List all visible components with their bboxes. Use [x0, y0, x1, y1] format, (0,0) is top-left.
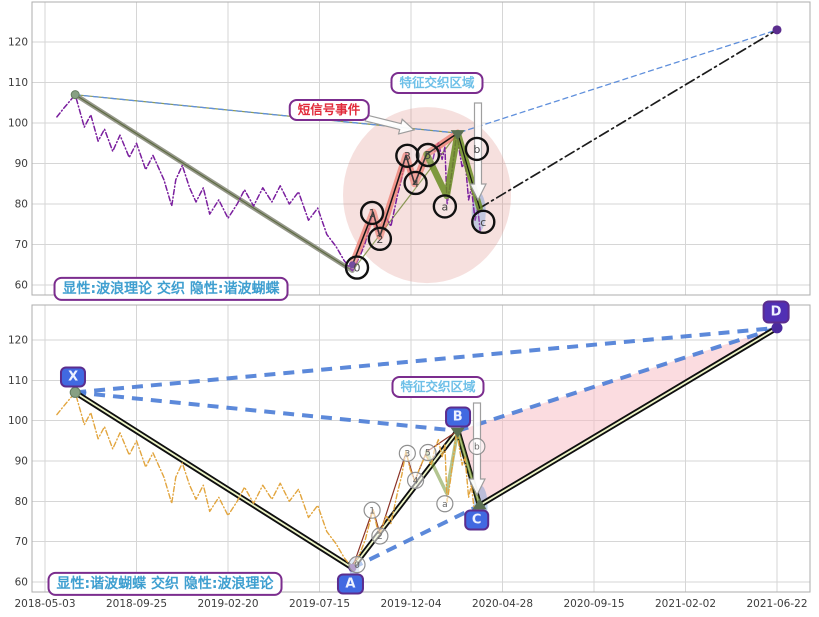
x-tick-label: 2019-12-04	[380, 598, 441, 610]
wave-label-text-top: a	[441, 200, 448, 213]
y-tick-label: 120	[8, 37, 28, 49]
wave-label-text-top: 1	[369, 207, 376, 220]
ratio-line-XD	[75, 325, 778, 395]
x-tick-label: 2020-04-28	[472, 598, 533, 610]
wave-label-circle-bottom	[398, 444, 416, 462]
feature-zone-label-bottom: 特征交织区域	[391, 375, 485, 399]
wave-label-text-top: 4	[412, 177, 419, 190]
wave-label-circle-top	[464, 136, 490, 162]
panel-border	[31, 304, 811, 593]
wave-label-circle-top	[403, 170, 428, 196]
y-tick-label: 80	[15, 496, 28, 508]
wave-label-text-bottom: 1	[369, 506, 375, 516]
wave-label-text-bottom: 0	[354, 561, 360, 571]
y-tick-label: 120	[8, 335, 28, 347]
wave-label-text-top: 5	[424, 149, 431, 162]
wave-line	[351, 132, 459, 266]
x-tick-label: 2019-07-15	[289, 598, 350, 610]
harmonic-triangle-BCD	[457, 327, 777, 506]
y-tick-label: 110	[8, 77, 28, 89]
marker-d-bottom	[771, 322, 783, 334]
wave-label-text-bottom: 5	[425, 449, 431, 459]
wave-label-text-bottom: 3	[404, 450, 410, 460]
point-tag-C: C	[463, 509, 490, 531]
wave-label-circle-top	[344, 255, 370, 280]
marker-c-bottom	[472, 498, 487, 510]
marker-x-bottom	[69, 386, 81, 398]
x-tick-label: 2021-02-02	[655, 598, 716, 610]
wave-label-text-top: 2	[376, 233, 383, 246]
marker-b-bottom	[450, 427, 465, 438]
wave-label-text-top: 0	[354, 262, 361, 275]
y-tick-label: 70	[15, 536, 28, 548]
wave-label-circle-top	[359, 200, 385, 226]
hidden-leg-AB	[351, 132, 459, 272]
signal-right-arrow	[364, 114, 416, 135]
y-tick-label: 70	[15, 239, 28, 251]
y-tick-label: 60	[15, 280, 28, 292]
x-tick-label: 2019-02-20	[197, 598, 258, 610]
wave-label-text-bottom: a	[442, 500, 448, 510]
y-tick-label: 100	[8, 415, 28, 427]
wave-label-circle-top	[415, 142, 441, 168]
price-line-bottom	[56, 391, 481, 569]
marker-d-top	[772, 25, 782, 35]
wave-label-circle-bottom	[406, 471, 425, 489]
point-tag-X: X	[60, 366, 87, 388]
wave-label-text-bottom: b	[474, 443, 480, 453]
wave-label-circle-bottom	[371, 527, 389, 545]
x-tick-label: 2020-09-15	[563, 598, 624, 610]
wave-label-circle-top	[471, 209, 496, 235]
feature-zone-label-top: 特征交织区域	[390, 71, 484, 95]
y-tick-label: 90	[15, 158, 28, 170]
point-tag-B: B	[444, 406, 471, 428]
ratio-line-XBD-dashed	[74, 29, 778, 134]
wave-label-text-top: b	[473, 143, 480, 156]
wave-label-circle-bottom	[468, 437, 486, 456]
forecast-line-CD	[478, 29, 778, 209]
mode-label-bottom: 显性:谐波蝴蝶 交织 隐性:波浪理论	[47, 571, 283, 597]
wave-label-text-top: 3	[404, 150, 411, 163]
ratio-line-XB	[75, 390, 458, 433]
y-tick-label: 100	[8, 118, 28, 130]
y-tick-label: 90	[15, 456, 28, 468]
signal-event-label: 短信号事件	[288, 98, 370, 122]
point-tag-D: D	[762, 300, 790, 324]
panel-border	[31, 1, 811, 296]
wave-label-circle-bottom	[348, 556, 366, 574]
y-tick-label: 80	[15, 199, 28, 211]
ratio-line-AC	[351, 503, 481, 570]
point-tag-A: A	[337, 573, 364, 595]
marker-0-top	[348, 261, 356, 269]
y-tick-label: 60	[15, 577, 28, 589]
trend-line-XA-core	[74, 94, 353, 272]
wave-label-circle-top	[367, 226, 393, 252]
wave-label-text-bottom: 4	[413, 477, 419, 487]
mode-label-top: 显性:波浪理论 交织 隐性:谐波蝴蝶	[53, 276, 289, 302]
feature-zone-ellipse	[343, 107, 512, 284]
wave-label-circle-top	[395, 143, 420, 169]
marker-x-top	[70, 90, 80, 100]
y-tick-label: 110	[8, 375, 28, 387]
x-tick-label: 2018-09-25	[106, 598, 167, 610]
wave-label-circle-bottom	[363, 501, 381, 519]
wave-label-circle-top	[432, 194, 458, 219]
x-tick-label: 2018-05-03	[14, 598, 75, 610]
x-tick-label: 2021-06-22	[746, 598, 807, 610]
wave-label-circle-bottom	[436, 495, 454, 513]
marker-b-top	[450, 130, 465, 141]
wave-label-text-top: c	[480, 216, 486, 229]
wave-label-circle-bottom	[419, 443, 437, 462]
drop-down-arrow-top	[469, 102, 487, 202]
wave-label-text-bottom: 2	[377, 532, 383, 542]
